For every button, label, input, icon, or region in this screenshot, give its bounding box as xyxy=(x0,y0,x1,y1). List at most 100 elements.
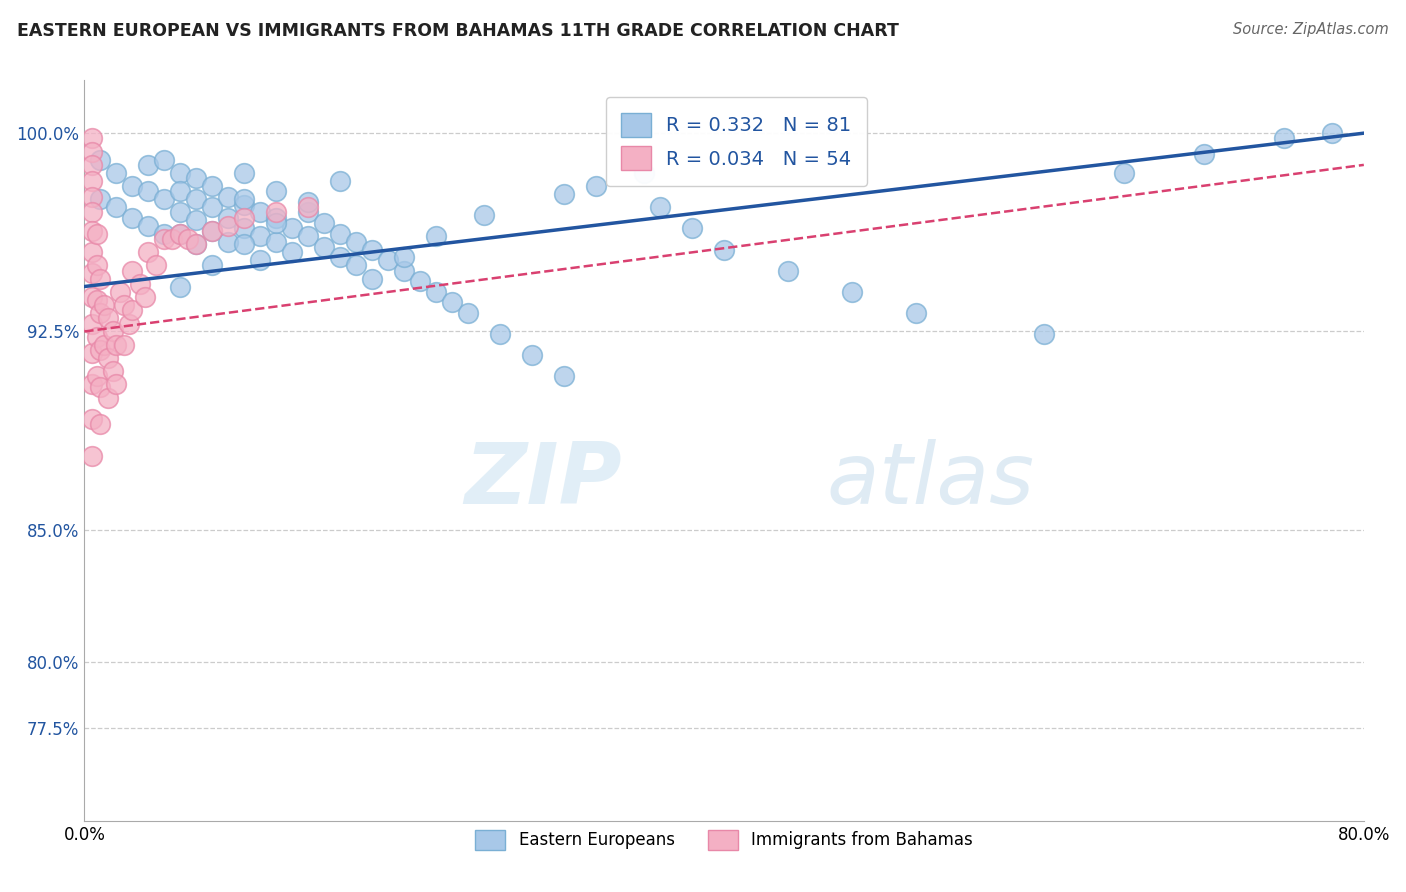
Point xyxy=(553,369,575,384)
Point xyxy=(86,330,108,344)
Point xyxy=(162,232,184,246)
Point xyxy=(329,227,352,241)
Point xyxy=(89,380,111,394)
Point xyxy=(201,224,224,238)
Point xyxy=(118,317,141,331)
Point xyxy=(201,259,224,273)
Point xyxy=(297,205,319,219)
Point xyxy=(648,200,672,214)
Point xyxy=(89,153,111,167)
Point xyxy=(138,158,160,172)
Point xyxy=(441,295,464,310)
Point xyxy=(82,449,104,463)
Point xyxy=(233,237,256,252)
Point xyxy=(217,189,239,203)
Point xyxy=(97,311,120,326)
Point xyxy=(86,227,108,241)
Point xyxy=(201,224,224,238)
Point xyxy=(138,219,160,233)
Point xyxy=(361,243,384,257)
Point xyxy=(129,277,152,291)
Point xyxy=(344,259,367,273)
Point xyxy=(553,186,575,201)
Point xyxy=(1272,131,1295,145)
Point xyxy=(121,211,143,225)
Point xyxy=(233,221,256,235)
Point xyxy=(249,253,271,268)
Point xyxy=(713,243,735,257)
Point xyxy=(281,221,304,235)
Point xyxy=(472,208,495,222)
Point xyxy=(82,145,104,159)
Point xyxy=(394,263,416,277)
Point xyxy=(217,235,239,249)
Point xyxy=(522,348,544,362)
Point xyxy=(377,253,399,268)
Point xyxy=(841,285,863,299)
Point xyxy=(489,327,512,342)
Point xyxy=(297,229,319,244)
Point xyxy=(101,364,124,378)
Point xyxy=(112,298,135,312)
Point xyxy=(89,271,111,285)
Point xyxy=(264,205,288,219)
Point xyxy=(281,245,304,260)
Point xyxy=(233,192,256,206)
Point xyxy=(201,179,224,194)
Point xyxy=(233,211,256,225)
Point xyxy=(264,211,288,225)
Point xyxy=(121,179,143,194)
Point xyxy=(89,306,111,320)
Point xyxy=(89,343,111,357)
Point xyxy=(217,211,239,225)
Point xyxy=(457,306,479,320)
Point xyxy=(776,263,799,277)
Point xyxy=(82,345,104,359)
Point xyxy=(105,337,128,351)
Point xyxy=(1320,126,1343,140)
Point xyxy=(82,205,104,219)
Point xyxy=(82,131,104,145)
Point xyxy=(105,377,128,392)
Point xyxy=(82,411,104,425)
Point xyxy=(82,266,104,280)
Text: atlas: atlas xyxy=(827,439,1035,522)
Point xyxy=(134,290,156,304)
Point xyxy=(169,205,191,219)
Point xyxy=(361,271,384,285)
Point xyxy=(297,194,319,209)
Point xyxy=(86,369,108,384)
Point xyxy=(82,377,104,392)
Point xyxy=(264,216,288,230)
Point xyxy=(121,303,143,318)
Point xyxy=(329,174,352,188)
Point xyxy=(97,391,120,405)
Point xyxy=(264,235,288,249)
Point xyxy=(169,227,191,241)
Point xyxy=(93,298,115,312)
Point xyxy=(153,153,176,167)
Point xyxy=(82,290,104,304)
Point xyxy=(1192,147,1215,161)
Point xyxy=(169,279,191,293)
Point xyxy=(138,185,160,199)
Point xyxy=(233,166,256,180)
Point xyxy=(186,192,208,206)
Text: Source: ZipAtlas.com: Source: ZipAtlas.com xyxy=(1233,22,1389,37)
Point xyxy=(82,189,104,203)
Point xyxy=(177,232,200,246)
Point xyxy=(233,197,256,211)
Point xyxy=(82,224,104,238)
Point xyxy=(585,179,607,194)
Point xyxy=(138,245,160,260)
Point xyxy=(425,285,447,299)
Point xyxy=(86,259,108,273)
Point xyxy=(169,227,191,241)
Text: EASTERN EUROPEAN VS IMMIGRANTS FROM BAHAMAS 11TH GRADE CORRELATION CHART: EASTERN EUROPEAN VS IMMIGRANTS FROM BAHA… xyxy=(17,22,898,40)
Point xyxy=(314,240,336,254)
Point xyxy=(249,205,271,219)
Y-axis label: 11th Grade: 11th Grade xyxy=(0,403,6,498)
Text: ZIP: ZIP xyxy=(464,439,621,522)
Point xyxy=(153,227,176,241)
Legend: Eastern Europeans, Immigrants from Bahamas: Eastern Europeans, Immigrants from Baham… xyxy=(468,823,980,856)
